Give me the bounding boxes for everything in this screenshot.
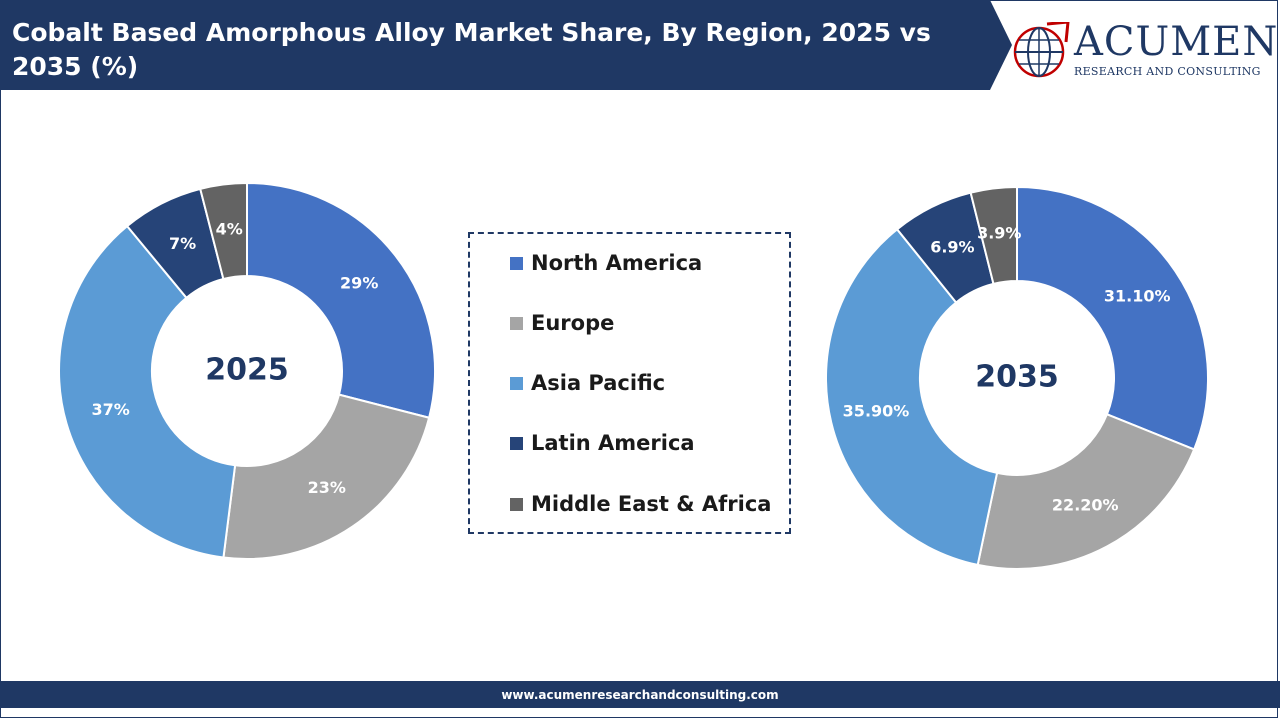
donut-2035-label-asia-pacific: 35.90% bbox=[843, 401, 910, 420]
donut-2025-label-europe: 23% bbox=[308, 478, 346, 497]
donut-2035-label-latin-america: 6.9% bbox=[930, 238, 974, 257]
donut-center-label-2025: 2025 bbox=[205, 353, 289, 388]
legend-swatch bbox=[510, 316, 523, 330]
logo-subtitle: RESEARCH AND CONSULTING bbox=[1074, 65, 1261, 78]
legend-swatch bbox=[510, 436, 523, 450]
donut-2025-label-middle-east-and-africa: 4% bbox=[216, 220, 243, 239]
donut-2035-label-north-america: 31.10% bbox=[1104, 286, 1171, 305]
donut-2025-slice-middle-east-and-africa bbox=[199, 181, 248, 281]
donut-charts: 29% 23% 37% 7% 4% 2025 31.10% 22.20% 35.90% 6.9%3… bbox=[58, 181, 1209, 570]
legend-item-middle-east-africa: Middle East & Africa bbox=[510, 489, 771, 519]
donut-2035-slice-middle-east-and-africa bbox=[969, 185, 1018, 286]
legend-label: Latin America bbox=[531, 431, 695, 455]
legend-label: North America bbox=[531, 251, 703, 275]
footer-bar: www.acumenresearchandconsulting.com bbox=[0, 681, 1280, 708]
donut-2025-label-asia-pacific: 37% bbox=[91, 400, 129, 419]
donut-2025-label-latin-america: 7% bbox=[169, 234, 196, 253]
donut-2035-label-europe: 22.20% bbox=[1052, 495, 1119, 514]
legend-swatch bbox=[510, 497, 523, 511]
legend-item-latin-america: Latin America bbox=[510, 428, 695, 458]
donut-2035-slice-europe bbox=[976, 412, 1196, 570]
logo-name: ACUMEN bbox=[1074, 19, 1279, 65]
legend-item-north-america: North America bbox=[510, 248, 702, 278]
legend-label: Middle East & Africa bbox=[531, 492, 772, 516]
globe-icon bbox=[1013, 22, 1070, 78]
chart-title: Cobalt Based Amorphous Alloy Market Shar… bbox=[12, 18, 931, 81]
footer-url[interactable]: www.acumenresearchandconsulting.com bbox=[501, 687, 779, 702]
legend-swatch bbox=[510, 376, 523, 390]
chart-legend: North America Europe Asia Pacific Latin … bbox=[468, 232, 791, 534]
legend-label: Europe bbox=[531, 311, 615, 335]
donut-2035-slice-north-america bbox=[1016, 185, 1209, 451]
acumen-logo[interactable]: ACUMEN RESEARCH AND CONSULTING bbox=[1012, 18, 1277, 84]
donut-2035-slice-asia-pacific bbox=[825, 227, 999, 567]
legend-item-europe: Europe bbox=[510, 308, 614, 338]
legend-label: Asia Pacific bbox=[531, 371, 666, 395]
donut-2025-slice-europe bbox=[222, 393, 431, 560]
donut-2025-label-north-america: 29% bbox=[340, 273, 378, 292]
donut-center-label-2035: 2035 bbox=[975, 360, 1059, 395]
donut-2025-slice-north-america bbox=[246, 181, 436, 419]
donut-2035-label-middle-east-and-africa: 3.9% bbox=[977, 224, 1021, 243]
title-banner bbox=[0, 0, 1012, 90]
donut-2025-slice-asia-pacific bbox=[58, 224, 237, 559]
legend-item-asia-pacific: Asia Pacific bbox=[510, 368, 665, 398]
legend-swatch bbox=[510, 256, 523, 270]
